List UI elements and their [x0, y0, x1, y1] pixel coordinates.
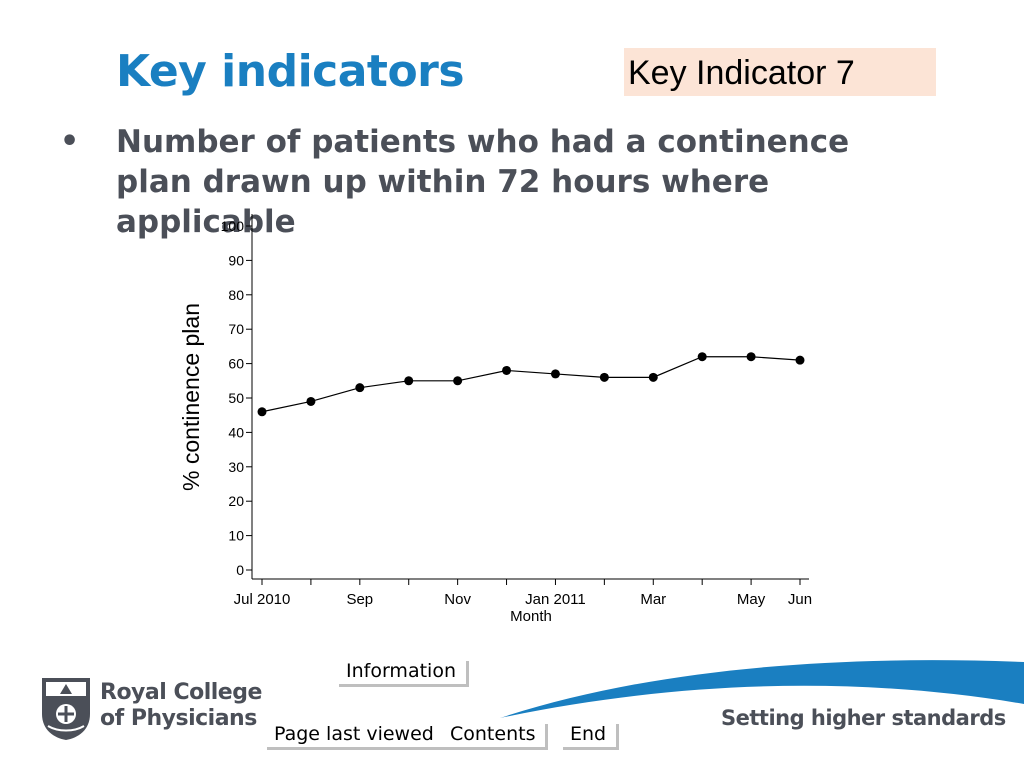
data-point [257, 407, 267, 417]
data-point [453, 376, 463, 386]
data-point [697, 352, 707, 362]
chart-series [257, 352, 805, 417]
y-tick-label: 10 [228, 528, 244, 544]
data-point [404, 376, 414, 386]
contents-button[interactable]: Contents [440, 721, 546, 747]
organisation-name: Royal College of Physicians [100, 680, 262, 732]
end-button[interactable]: End [560, 721, 617, 747]
chart-axes [251, 214, 809, 580]
bullet-text: Number of patients who had a continence … [116, 124, 850, 240]
tagline: Setting higher standards [721, 706, 1006, 730]
organisation-name-line2: of Physicians [100, 706, 257, 731]
data-point [355, 383, 365, 393]
series-line [261, 356, 801, 413]
x-tick-label: Jun [788, 591, 812, 608]
y-tick-label: 20 [228, 493, 244, 509]
information-button[interactable]: Information [336, 658, 466, 684]
key-indicator-badge: Key Indicator 7 [624, 48, 936, 96]
y-tick-label: 30 [228, 459, 244, 475]
page-last-viewed-button[interactable]: Page last viewed [264, 721, 444, 747]
y-tick-label: 80 [228, 287, 244, 303]
y-tick-label: 70 [228, 321, 244, 337]
data-point [795, 355, 805, 365]
x-tick-label: Jan 2011 [525, 591, 586, 608]
y-tick-label: 100 [221, 218, 245, 234]
x-tick-label: May [737, 591, 766, 608]
data-point [648, 372, 658, 382]
y-tick-label: 0 [236, 562, 244, 578]
x-axis-label: Month [510, 608, 552, 625]
data-point [306, 396, 316, 406]
line-chart: 0 10 20 30 40 50 60 70 80 90 100 Jul 2010 Sep Nov Jan … [178, 214, 812, 625]
x-tick-label: Jul 2010 [234, 591, 291, 608]
x-tick-label: Sep [346, 591, 373, 608]
y-axis-label: % continence plan [178, 303, 204, 491]
x-tick-label: Nov [444, 591, 471, 608]
data-point [599, 372, 609, 382]
data-point [502, 365, 512, 375]
rcp-crest-icon [42, 678, 90, 740]
chart-ticks: 0 10 20 30 40 50 60 70 80 90 100 Jul 2010 Sep Nov Jan … [221, 218, 812, 608]
y-tick-label: 60 [228, 356, 244, 372]
y-tick-label: 40 [228, 424, 244, 440]
bullet-marker: • [60, 124, 80, 159]
slide-title: Key indicators [116, 46, 465, 97]
y-tick-label: 50 [228, 390, 244, 406]
organisation-name-line1: Royal College [100, 680, 262, 705]
y-tick-label: 90 [228, 252, 244, 268]
data-point [550, 369, 560, 379]
x-tick-label: Mar [640, 591, 666, 608]
data-point [746, 352, 756, 362]
